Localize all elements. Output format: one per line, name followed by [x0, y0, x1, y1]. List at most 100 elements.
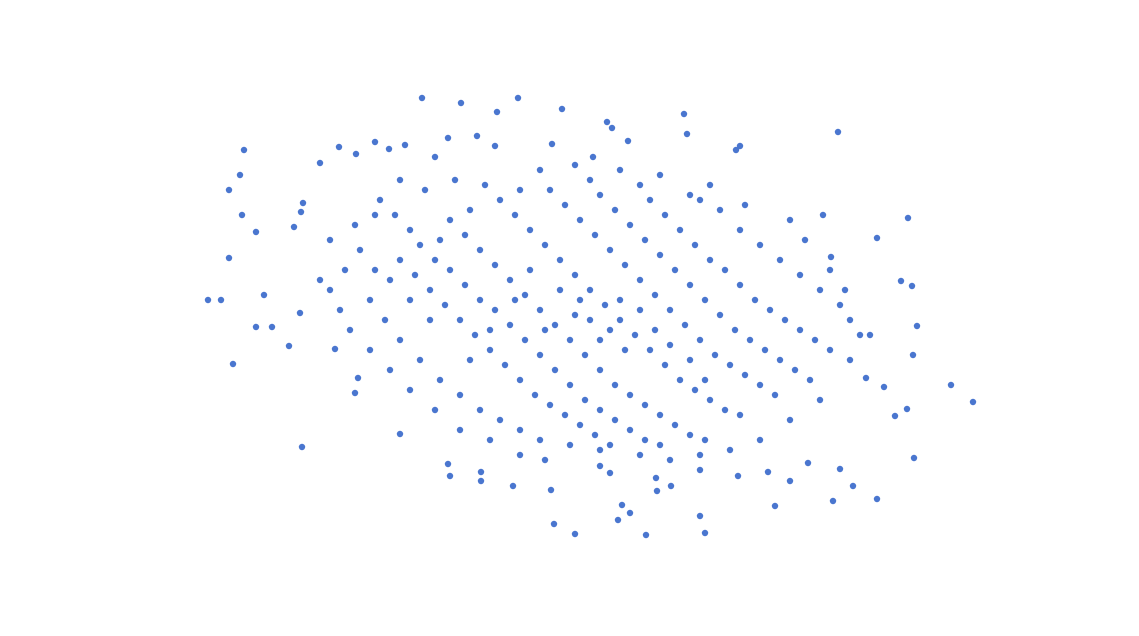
point [904, 214, 912, 222]
point [826, 266, 834, 274]
point [493, 108, 501, 116]
point [541, 241, 549, 249]
point [681, 321, 689, 329]
point [581, 396, 589, 404]
point [586, 176, 594, 184]
point [514, 94, 522, 102]
point [756, 436, 764, 444]
point [646, 196, 654, 204]
point [646, 346, 654, 354]
point [596, 366, 604, 374]
point [732, 146, 740, 154]
point [541, 456, 549, 464]
point [521, 336, 529, 344]
point [606, 441, 614, 449]
point [426, 286, 434, 294]
point [561, 411, 569, 419]
point [466, 206, 474, 214]
point [686, 431, 694, 439]
point [516, 426, 524, 434]
point [401, 141, 409, 149]
point [441, 301, 449, 309]
point [806, 376, 814, 384]
point [381, 316, 389, 324]
point [336, 306, 344, 314]
point [736, 226, 744, 234]
point [849, 482, 857, 490]
point [834, 128, 842, 136]
point [296, 309, 304, 317]
point [299, 199, 307, 207]
point [734, 472, 742, 480]
point [696, 451, 704, 459]
point [691, 241, 699, 249]
point [641, 401, 649, 409]
point [486, 436, 494, 444]
point [558, 105, 566, 113]
point [586, 316, 594, 324]
point [486, 346, 494, 354]
point [616, 166, 624, 174]
point [491, 306, 499, 314]
point [326, 286, 334, 294]
point [252, 228, 260, 236]
point [466, 356, 474, 364]
point [371, 266, 379, 274]
point [811, 336, 819, 344]
point [746, 336, 754, 344]
point [456, 426, 464, 434]
point [696, 336, 704, 344]
point [341, 266, 349, 274]
point [618, 501, 626, 509]
point [581, 351, 589, 359]
point [641, 436, 649, 444]
point [589, 153, 597, 161]
point [651, 326, 659, 334]
point [706, 181, 714, 189]
point [506, 276, 514, 284]
point [385, 145, 393, 153]
point [526, 226, 534, 234]
point [897, 277, 905, 285]
point [841, 286, 849, 294]
point [444, 460, 452, 468]
point [947, 381, 955, 389]
point [596, 406, 604, 414]
point [236, 171, 244, 179]
point [611, 381, 619, 389]
point [642, 531, 650, 539]
point [816, 286, 824, 294]
point [596, 336, 604, 344]
point [683, 130, 691, 138]
point [491, 142, 499, 150]
point [229, 360, 237, 368]
point [751, 296, 759, 304]
point [536, 306, 544, 314]
point [516, 186, 524, 194]
point [396, 176, 404, 184]
point [781, 316, 789, 324]
point [903, 405, 911, 413]
point [666, 306, 674, 314]
point [240, 146, 248, 154]
point [591, 431, 599, 439]
point [766, 306, 774, 314]
point [521, 291, 529, 299]
point [796, 326, 804, 334]
point [571, 530, 579, 538]
point [536, 166, 544, 174]
point [326, 236, 334, 244]
point [614, 516, 622, 524]
point [366, 346, 374, 354]
point [546, 401, 554, 409]
point [873, 234, 881, 242]
point [576, 296, 584, 304]
point [731, 326, 739, 334]
point [576, 216, 584, 224]
point [536, 436, 544, 444]
point [636, 451, 644, 459]
point [268, 323, 276, 331]
point [477, 468, 485, 476]
point [476, 296, 484, 304]
point [701, 529, 709, 537]
